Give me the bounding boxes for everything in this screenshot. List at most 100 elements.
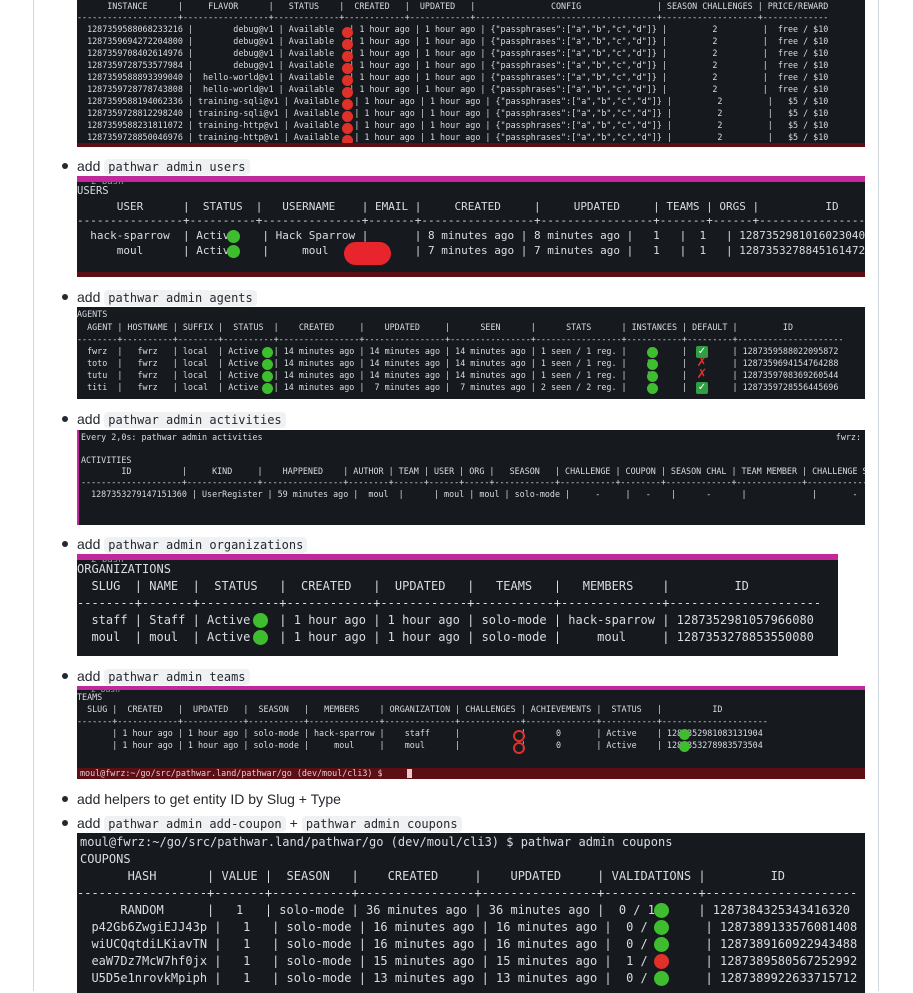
add-text: add <box>77 411 101 427</box>
users-terminal-screenshot: 2 bash USERS USER | STATUS | USERNAME | … <box>77 176 865 277</box>
green-status-dot-icon <box>227 230 240 243</box>
coupons-table-header: HASH | VALUE | SEASON | CREATED | UPDATE… <box>77 869 786 883</box>
command-code: pathwar admin activities <box>104 412 286 428</box>
no-entry-icon <box>513 742 525 754</box>
redacted-email-mark <box>344 242 391 265</box>
terminal-cursor <box>407 769 412 778</box>
agents-table-sep: --------+----------+--------+----------+… <box>77 334 844 344</box>
table-row: 1287359728778743808 | hello-world@v1 | A… <box>77 84 829 94</box>
table-row: 1287359694272204800 | debug@v1 | Availab… <box>77 36 829 46</box>
bullet <box>62 796 68 802</box>
shell-prompt: moul@fwrz:~/go/src/pathwar.land/pathwar/… <box>80 768 388 778</box>
red-status-dot-icon <box>342 87 353 98</box>
table-row: toto | fwrz | local | Active | 14 minute… <box>77 358 839 368</box>
list-item-coupons: add pathwar admin add-coupon + pathwar adm… <box>77 814 462 833</box>
green-status-dot-icon <box>647 359 658 370</box>
table-row: 1287359728812298240 | training-sqli@v1 |… <box>77 108 829 118</box>
red-status-dot-icon <box>342 27 353 38</box>
table-row: titi | fwrz | local | Active | 14 minute… <box>77 382 839 392</box>
teams-terminal-screenshot: 2 bash TEAMS SLUG | CREATED | UPDATED | … <box>77 686 865 779</box>
coupons-table-sep: ------------------+-------+-----------+-… <box>77 886 858 900</box>
green-status-dot-icon <box>679 729 690 740</box>
table-row: eaW7Dz7McW7hf0jx | 1 | solo-mode | 15 mi… <box>77 954 858 968</box>
check-mark-icon: ✓ <box>696 346 708 358</box>
watch-host: fwrz: <box>835 432 861 442</box>
red-status-dot-icon <box>342 99 353 110</box>
table-title: AGENTS <box>77 309 108 319</box>
command-code: pathwar admin users <box>104 159 250 175</box>
table-title: ACTIVITIES <box>81 455 132 465</box>
table-row: hack-sparrow | Active | Hack Sparrow | |… <box>77 229 865 242</box>
table-row: moul | Active | moul | | 7 minutes ago |… <box>77 244 865 257</box>
watch-header: Every 2,0s: pathwar admin activities <box>81 432 263 442</box>
table-row: | 1 hour ago | 1 hour ago | solo-mode | … <box>77 728 763 738</box>
table-title: ORGANIZATIONS <box>77 562 171 576</box>
command-code: pathwar admin agents <box>104 290 257 306</box>
table-row: | 1 hour ago | 1 hour ago | solo-mode | … <box>77 740 763 750</box>
red-status-dot-icon <box>342 135 353 146</box>
list-item-teams: add pathwar admin teams <box>77 667 250 686</box>
agents-table-header: AGENT | HOSTNAME | SUFFIX | STATUS | CRE… <box>77 322 793 332</box>
add-text: add <box>77 668 101 684</box>
list-item-agents: add pathwar admin agents <box>77 288 257 307</box>
users-table-sep: ----------------+----------+------------… <box>77 214 865 227</box>
table-title: USERS <box>77 185 109 197</box>
instances-table-header: INSTANCE | FLAVOR | STATUS | CREATED | U… <box>77 1 829 11</box>
bullet <box>62 541 68 547</box>
table-row: wiUCQqtdiLKiavTN | 1 | solo-mode | 16 mi… <box>77 937 858 951</box>
green-status-dot-icon <box>654 920 669 935</box>
table-row: 1287359588231811072 | training-http@v1 |… <box>77 120 829 130</box>
green-status-dot-icon <box>262 347 273 358</box>
green-status-dot-icon <box>262 383 273 394</box>
table-row: 1287359588068233216 | debug@v1 | Availab… <box>77 24 829 34</box>
activities-table-sep: --------------------+--------------+----… <box>81 477 865 487</box>
instances-table-sep: --------------------+-----------------+-… <box>77 12 829 22</box>
green-status-dot-icon <box>679 741 690 752</box>
command-code: pathwar admin teams <box>104 669 250 685</box>
red-status-dot-icon <box>654 954 669 969</box>
table-row: 1287359728753577984 | debug@v1 | Availab… <box>77 60 829 70</box>
red-status-dot-icon <box>342 111 353 122</box>
list-item-users: add pathwar admin users <box>77 157 250 176</box>
no-entry-icon <box>513 730 525 742</box>
bullet <box>62 294 68 300</box>
green-status-dot-icon <box>262 371 273 382</box>
table-row: U5D5e1nrovkMpiph | 1 | solo-mode | 13 mi… <box>77 971 858 985</box>
add-text: add <box>77 158 101 174</box>
tmux-status-bar <box>77 143 865 147</box>
table-row: 1287359708402614976 | debug@v1 | Availab… <box>77 48 829 58</box>
table-row: p42Gb6ZwgiEJJ43p | 1 | solo-mode | 16 mi… <box>77 920 858 934</box>
table-row: 1287359728850046976 | training-http@v1 |… <box>77 132 829 142</box>
command-code: pathwar admin coupons <box>301 816 462 832</box>
table-row: tutu | fwrz | local | Active | 14 minute… <box>77 370 839 380</box>
table-row: fwrz | fwrz | local | Active | 14 minute… <box>77 346 839 356</box>
tmux-status-bar: moul@fwrz:~/go/src/pathwar.land/pathwar/… <box>77 768 865 779</box>
coupons-terminal-screenshot: moul@fwrz:~/go/src/pathwar.land/pathwar/… <box>77 833 865 993</box>
red-status-dot-icon <box>342 123 353 134</box>
users-table-header: USER | STATUS | USERNAME | EMAIL | CREAT… <box>77 200 839 213</box>
green-status-dot-icon <box>654 971 669 986</box>
activities-terminal-screenshot: Every 2,0s: pathwar admin activities fwr… <box>77 430 865 525</box>
plus-text: + <box>289 815 298 831</box>
add-text: add <box>77 815 101 831</box>
table-title: TEAMS <box>77 692 103 702</box>
table-row: RANDOM | 1 | solo-mode | 36 minutes ago … <box>77 903 851 917</box>
add-text: add <box>77 536 101 552</box>
tmux-tab-label: 2 bash <box>91 686 120 694</box>
agents-terminal-screenshot: AGENTS AGENT | HOSTNAME | SUFFIX | STATU… <box>77 307 865 399</box>
check-mark-icon: ✓ <box>696 382 708 394</box>
green-status-dot-icon <box>654 937 669 952</box>
list-item-organizations: add pathwar admin organizations <box>77 535 308 554</box>
command-code: pathwar admin add-coupon <box>104 816 286 832</box>
command-code: pathwar admin organizations <box>104 537 308 553</box>
organizations-table-header: SLUG | NAME | STATUS | CREATED | UPDATED… <box>77 579 749 593</box>
table-row: 1287359588194062336 | training-sqli@v1 |… <box>77 96 829 106</box>
activities-table-header: ID | KIND | HAPPENED | AUTHOR | TEAM | U… <box>81 466 865 476</box>
red-status-dot-icon <box>342 51 353 62</box>
green-status-dot-icon <box>227 245 240 258</box>
tmux-status-bar <box>77 272 865 277</box>
shell-prompt: moul@fwrz:~/go/src/pathwar.land/pathwar/… <box>80 835 673 849</box>
organizations-terminal-screenshot: 2 bash ORGANIZATIONS SLUG | NAME | STATU… <box>77 554 838 656</box>
red-status-dot-icon <box>342 75 353 86</box>
green-status-dot-icon <box>262 359 273 370</box>
